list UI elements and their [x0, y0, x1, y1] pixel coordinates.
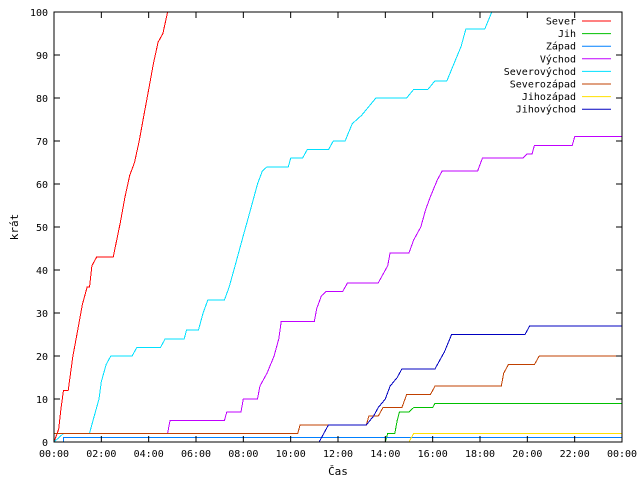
y-tick-label: 90	[36, 51, 48, 62]
y-tick-label: 30	[36, 309, 48, 320]
series-line-7	[318, 325, 622, 443]
legend-label: Severozápad	[510, 79, 576, 91]
series-line-1	[373, 402, 622, 443]
ticks-layer	[53, 11, 623, 443]
y-tick-label: 20	[36, 352, 48, 363]
series-line-3	[54, 136, 622, 434]
y-tick-label: 100	[30, 8, 48, 19]
legend-label: Východ	[540, 53, 576, 65]
x-tick-label: 00:00	[607, 449, 637, 460]
legend-label: Jih	[558, 29, 576, 40]
x-tick-label: 12:00	[323, 449, 353, 460]
x-tick-label: 22:00	[560, 449, 590, 460]
y-axis-label: krát	[8, 214, 21, 241]
series-line-2	[63, 437, 622, 442]
y-tick-label: 10	[36, 395, 48, 406]
series-layer	[53, 11, 622, 443]
y-tick-label: 80	[36, 94, 48, 105]
series-line-4	[53, 11, 493, 443]
y-tick-label: 0	[42, 438, 48, 449]
series-line-0	[53, 11, 175, 443]
y-tick-label: 60	[36, 180, 48, 191]
x-tick-label: 14:00	[370, 449, 400, 460]
legend-label: Jihozápad	[522, 91, 576, 103]
tick-labels-layer: 0 10 20 30 40 50 60 70 80 90 100 00:00 02:00 04:00 06:…	[30, 8, 637, 460]
legend-label: Západ	[546, 41, 576, 53]
x-tick-label: 06:00	[181, 449, 211, 460]
x-tick-label: 10:00	[276, 449, 306, 460]
x-tick-label: 02:00	[86, 449, 116, 460]
legend-label: Jihovýchod	[516, 104, 576, 116]
x-tick-label: 00:00	[39, 449, 69, 460]
y-tick-label: 50	[36, 223, 48, 234]
x-axis-label: Čas	[328, 465, 348, 478]
x-tick-label: 04:00	[134, 449, 164, 460]
x-tick-label: 18:00	[465, 449, 495, 460]
legend-label: Sever	[546, 17, 576, 28]
legend-label: Severovýchod	[504, 66, 576, 78]
x-tick-label: 08:00	[228, 449, 258, 460]
legend: SeverJihZápadVýchodSeverovýchodSeverozáp…	[504, 17, 611, 116]
x-tick-label: 20:00	[512, 449, 542, 460]
x-tick-label: 16:00	[418, 449, 448, 460]
series-line-6	[408, 432, 622, 443]
y-tick-label: 40	[36, 266, 48, 277]
y-tick-label: 70	[36, 137, 48, 148]
